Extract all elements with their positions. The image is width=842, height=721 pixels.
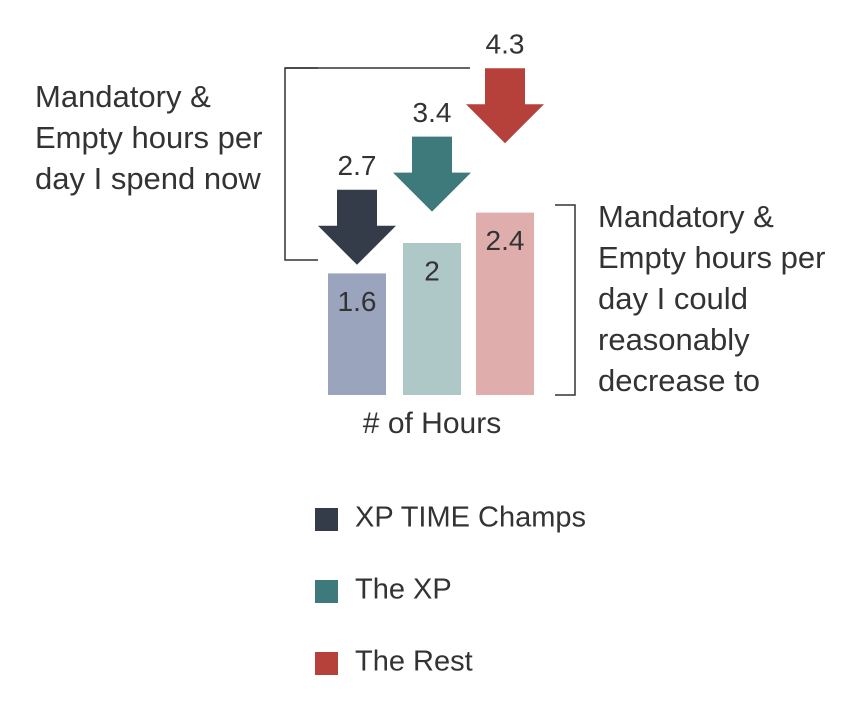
arrow-value-label: 2.7 (338, 150, 377, 181)
arrow-value-label: 4.3 (486, 29, 525, 60)
legend-swatch (315, 652, 338, 675)
bar-value-label: 2.4 (486, 225, 525, 256)
bar-value-label: 2 (424, 255, 440, 286)
legend-swatch (315, 580, 338, 603)
bar-value-label: 1.6 (338, 286, 377, 317)
legend-label: XP TIME Champs (355, 502, 586, 534)
arrow (393, 136, 471, 212)
legend-swatch (315, 508, 338, 531)
legend-label: The XP (355, 574, 452, 606)
annotation-now: Mandatory & Empty hours per day I spend … (35, 79, 263, 196)
bracket-now (284, 67, 318, 261)
bar (403, 243, 461, 395)
bar (476, 212, 534, 395)
annotation-decrease: Mandatory & Empty hours per day I could … (598, 199, 826, 398)
bracket-decrease (555, 204, 576, 396)
arrow-value-label: 3.4 (413, 97, 452, 128)
arrow (466, 68, 544, 144)
legend-label: The Rest (355, 646, 473, 678)
bar (328, 273, 386, 395)
arrow (318, 189, 396, 265)
x-axis-label: # of Hours (363, 407, 501, 440)
